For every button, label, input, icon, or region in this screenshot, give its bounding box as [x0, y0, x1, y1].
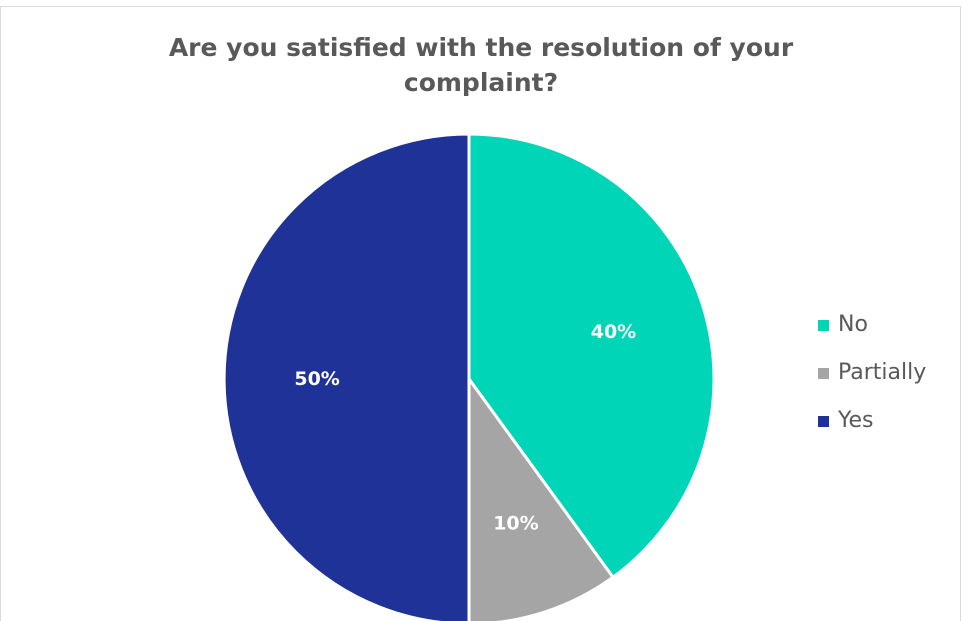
legend-label-partially: Partially [838, 359, 927, 385]
chart-title-line-2: complaint? [403, 68, 559, 97]
pie-slice-yes [222, 132, 471, 621]
legend-label-no: No [838, 311, 868, 337]
legend: No Partially Yes [818, 300, 926, 444]
legend-item-yes: Yes [818, 396, 926, 444]
data-label-yes: 50% [294, 368, 339, 390]
pie-slice-no [467, 132, 716, 579]
data-label-no: 40% [591, 321, 636, 343]
data-label-partially: 10% [493, 512, 538, 534]
legend-swatch-partially [818, 367, 829, 379]
legend-item-partially: Partially [818, 348, 926, 396]
chart-title-line-1: Are you satisfied with the resolution of… [168, 33, 794, 62]
chart-title: Are you satisfied with the resolution of… [0, 30, 962, 100]
pie-slice-partially [467, 377, 615, 621]
legend-swatch-yes [818, 415, 829, 427]
pie-data-labels: 40% 10% 50% [294, 321, 636, 534]
legend-label-yes: Yes [838, 407, 874, 433]
legend-swatch-no [818, 319, 829, 331]
legend-item-no: No [818, 300, 926, 348]
pie-slices [222, 132, 716, 621]
